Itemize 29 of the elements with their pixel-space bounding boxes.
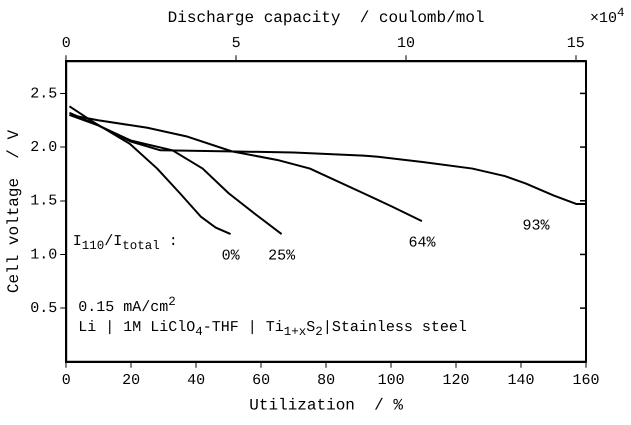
x2-tick-label: 15	[566, 35, 585, 52]
x2-tick-label: 5	[232, 35, 241, 52]
x-tick-label: 20	[122, 372, 140, 389]
y-tick-label: 1.5	[30, 192, 58, 210]
text: ×10$^{4}$	[590, 6, 625, 27]
x-tick-label: 40	[187, 372, 206, 389]
y-axis-title: Cell voltage / V	[4, 129, 23, 294]
x-axis-title: Utilization / %	[249, 396, 404, 415]
x2-tick-label: 10	[396, 35, 415, 52]
x-tick-label: 80	[317, 372, 336, 389]
y-tick-label: 2.5	[30, 85, 58, 102]
y-tick-label: 0.5	[30, 300, 58, 318]
x-tick-label: 60	[252, 372, 270, 389]
series-label: 93%	[522, 217, 550, 234]
series-label: 25%	[268, 248, 296, 265]
x2-axis-title: Discharge capacity / coulomb/mol	[168, 8, 485, 27]
x-tick-label: 0	[62, 372, 71, 389]
x-tick-label: 100	[378, 372, 405, 389]
x-tick-label: 160	[572, 372, 600, 389]
annotation: 0.15 mA/cm$^{2}$	[78, 295, 176, 316]
series-label: 0%	[222, 248, 241, 265]
x2-tick-label: 0	[62, 35, 71, 52]
annotation: Li | 1M LiClO$_{4}$-THF | Ti$_{1+x}$S$_{2}$|Stainless steel	[78, 318, 467, 339]
y-tick-label: 1.0	[30, 246, 58, 264]
annotation: I$_{110}$/I$_{total}$ :	[72, 232, 178, 253]
series-label: 64%	[408, 234, 436, 252]
x-tick-label: 120	[442, 372, 470, 389]
y-tick-label: 2.0	[30, 139, 58, 156]
x-tick-label: 140	[508, 372, 535, 389]
